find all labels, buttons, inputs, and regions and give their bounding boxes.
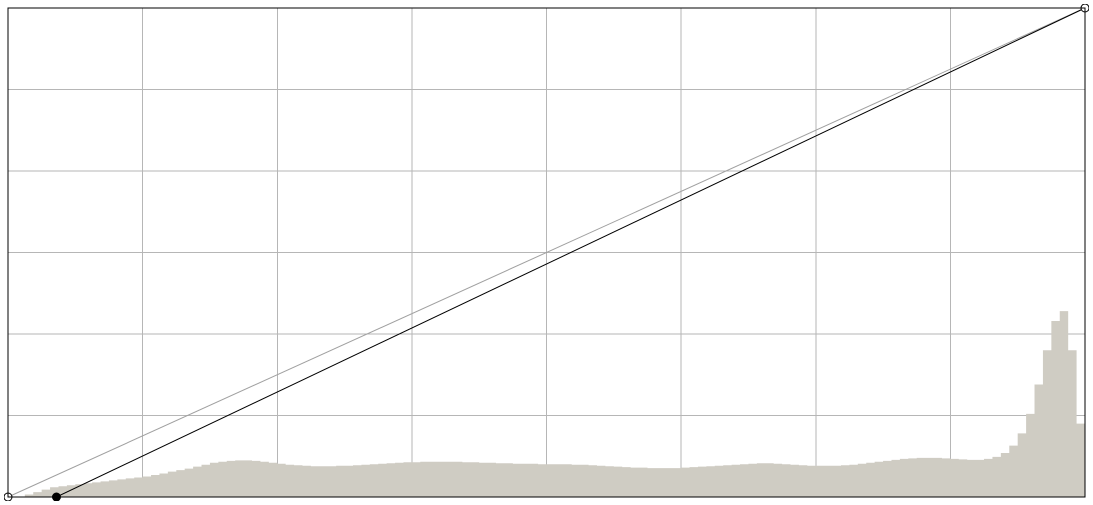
curve-editor-canvas[interactable] bbox=[4, 4, 1089, 501]
curve-editor-panel bbox=[4, 4, 1089, 501]
